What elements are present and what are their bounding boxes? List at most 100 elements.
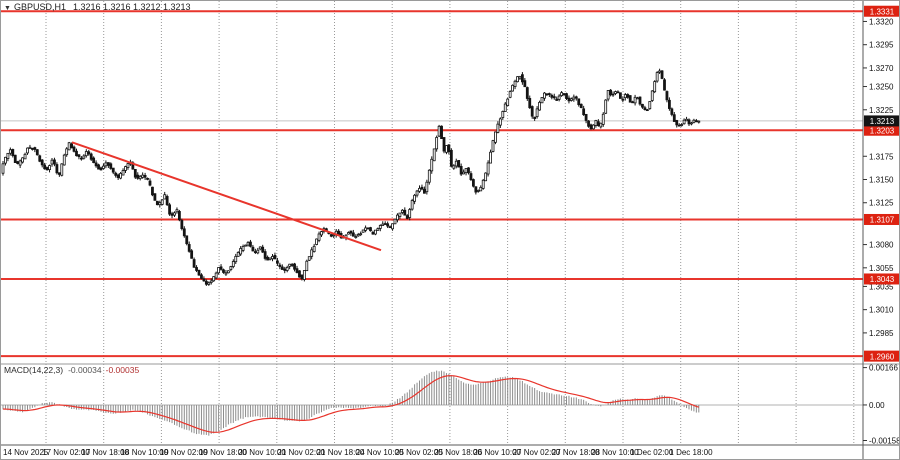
candle-body: [400, 209, 404, 213]
candle-body: [528, 98, 532, 109]
candle-body: [273, 255, 277, 260]
candle-body: [660, 70, 664, 79]
level-price-badge-text: 1.3203: [870, 126, 895, 135]
candle-body: [97, 164, 100, 170]
candle-body: [577, 98, 581, 106]
candle-body: [420, 186, 424, 190]
candle-body: [521, 74, 524, 83]
price-tick-label: 1.3225: [869, 106, 894, 115]
candle-body: [361, 229, 365, 233]
candle-body: [449, 149, 453, 167]
candle-body: [516, 76, 519, 83]
candle-body: [207, 282, 211, 285]
symbol-timeframe-label: GBPUSD,H1: [13, 2, 66, 12]
candle-body: [1, 163, 5, 174]
chart-title: ▼ GBPUSD,H1 1.3216 1.3216 1.3212 1.3213: [4, 2, 191, 12]
candle-body: [33, 147, 37, 150]
level-price-badge-text: 1.3107: [870, 216, 895, 225]
candle-body: [631, 101, 635, 104]
candle-body: [204, 280, 208, 285]
candle-body: [677, 124, 681, 127]
candle-body: [126, 163, 130, 168]
macd-signal-value: -0.00035: [105, 365, 140, 375]
candle-body: [234, 255, 238, 263]
candle-body: [393, 218, 397, 225]
candle-body: [658, 70, 661, 73]
candle-body: [601, 113, 605, 125]
candle-body: [570, 98, 573, 101]
candle-body: [378, 225, 382, 229]
candle-body: [143, 175, 147, 178]
candle-body: [275, 260, 279, 264]
candle-body: [619, 92, 622, 99]
candle-body: [26, 147, 29, 154]
candle-body: [457, 160, 461, 168]
candle-body: [403, 209, 407, 216]
candle-body: [121, 170, 125, 176]
candle-body: [268, 257, 272, 260]
candle-body: [192, 259, 196, 268]
price-tick-label: 1.2985: [869, 329, 894, 338]
candle-body: [146, 177, 149, 180]
candle-body: [251, 246, 255, 252]
candle-body: [347, 232, 350, 235]
candle-body: [94, 162, 98, 167]
candle-body: [293, 263, 296, 270]
candle-body: [653, 81, 657, 93]
candle-body: [486, 162, 490, 175]
candle-body: [462, 171, 466, 175]
candle-body: [592, 124, 595, 130]
candle-body: [533, 116, 537, 119]
candle-body: [300, 274, 304, 280]
candle-body: [614, 91, 617, 94]
candle-body: [67, 142, 71, 151]
candle-body: [285, 266, 289, 271]
level-price-badge-text: 1.3331: [870, 7, 895, 16]
price-tick-label: 1.3080: [869, 241, 894, 250]
candle-body: [494, 131, 497, 143]
macd-signal-line: [2, 375, 699, 433]
trendline[interactable]: [71, 141, 382, 252]
symbol-dropdown-icon[interactable]: ▼: [4, 5, 11, 12]
candle-body: [175, 209, 179, 213]
price-tick-label: 1.3320: [869, 17, 894, 26]
candle-body: [623, 94, 627, 99]
candle-body: [315, 238, 319, 245]
candle-body: [48, 165, 51, 170]
candle-body: [307, 256, 311, 261]
level-price-badge-text: 1.2960: [870, 352, 895, 361]
candle-body: [373, 229, 377, 235]
candle-body: [4, 156, 7, 164]
time-axis-label: 20 Nov 10:00: [238, 448, 286, 457]
candle-body: [43, 164, 47, 170]
candle-body: [641, 103, 644, 108]
candle-body: [153, 193, 157, 201]
level-price-badge: [864, 273, 899, 285]
candle-body: [295, 268, 299, 273]
candle-body: [574, 96, 578, 99]
candle-body: [413, 194, 417, 202]
candle-body: [636, 97, 639, 100]
candle-body: [589, 124, 593, 130]
candle-body: [35, 149, 39, 156]
candle-body: [290, 264, 294, 266]
candle-body: [80, 157, 83, 160]
time-axis-label: 26 Nov 10:00: [473, 448, 521, 457]
candle-body: [231, 261, 235, 267]
candle-body: [158, 202, 162, 206]
candle-body: [219, 266, 223, 270]
candle-body: [354, 236, 358, 238]
candle-body: [283, 268, 287, 271]
candle-body: [263, 251, 267, 259]
candle-body: [226, 270, 230, 274]
candle-body: [53, 159, 56, 165]
candle-body: [398, 212, 402, 217]
macd-indicator-label: MACD(14,22,3) -0.00034 -0.00035: [4, 365, 139, 375]
candle-body: [99, 167, 103, 171]
candle-body: [447, 144, 451, 153]
candle-body: [310, 249, 314, 257]
candle-body: [560, 92, 563, 96]
candle-body: [650, 90, 654, 101]
